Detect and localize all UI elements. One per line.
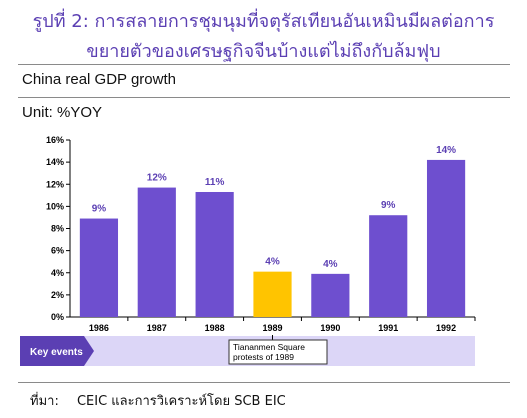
x-tick-label: 1987 bbox=[147, 323, 167, 333]
data-label: 11% bbox=[205, 177, 225, 188]
bar bbox=[426, 159, 466, 317]
x-tick-label: 1986 bbox=[89, 323, 109, 333]
bar bbox=[369, 215, 408, 317]
divider-top bbox=[18, 64, 510, 65]
key-events-label: Key events bbox=[30, 347, 83, 358]
divider-middle bbox=[18, 97, 510, 98]
y-tick-label: 12% bbox=[46, 179, 64, 189]
page-title-line-2: ขยายตัวของเศรษฐกิจจีนบ้างแต่ไม่ถึงกับล้ม… bbox=[86, 41, 441, 62]
source-text: CEIC และการวิเคราะห์โดย SCB EIC bbox=[76, 394, 286, 409]
y-tick-label: 16% bbox=[46, 135, 64, 145]
y-tick-label: 6% bbox=[51, 246, 64, 256]
y-tick-label: 10% bbox=[46, 201, 64, 211]
page-title-line-1: รูปที่ 2: การสลายการชุมนุมที่จตุรัสเทียน… bbox=[32, 11, 495, 32]
data-label: 14% bbox=[436, 145, 456, 156]
x-tick-label: 1989 bbox=[262, 323, 282, 333]
bar-highlight bbox=[253, 271, 292, 317]
data-label: 4% bbox=[265, 257, 280, 268]
y-tick-label: 0% bbox=[51, 312, 64, 322]
x-tick-label: 1988 bbox=[205, 323, 225, 333]
bar bbox=[137, 187, 176, 317]
bar bbox=[79, 218, 119, 317]
divider-bottom bbox=[18, 382, 510, 383]
unit-label: Unit: %YOY bbox=[22, 104, 103, 121]
event-note-box bbox=[228, 339, 328, 365]
data-label: 9% bbox=[381, 200, 396, 211]
y-tick-label: 8% bbox=[51, 224, 64, 234]
key-events-arrow bbox=[20, 336, 94, 366]
x-tick-label: 1991 bbox=[378, 323, 398, 333]
source-label: ที่มา: bbox=[30, 394, 59, 409]
data-label: 12% bbox=[147, 173, 167, 184]
y-tick-label: 14% bbox=[46, 157, 64, 167]
y-tick-label: 2% bbox=[51, 290, 64, 300]
bar bbox=[195, 191, 234, 317]
bar bbox=[311, 273, 350, 317]
x-tick-label: 1990 bbox=[320, 323, 340, 333]
chart-subtitle: China real GDP growth bbox=[22, 71, 176, 88]
data-label: 9% bbox=[92, 204, 107, 215]
source-note: ที่มา: CEIC และการวิเคราะห์โดย SCB EIC bbox=[30, 390, 300, 411]
gdp-growth-chart: 0% 2% 4% 6% 8% 10% 12% 14% 16% 9% 1986 12% 1987 11% 19… bbox=[20, 135, 476, 366]
y-tick-label: 4% bbox=[51, 268, 64, 278]
event-note-text: Tiananmen Square protests of 1989 bbox=[233, 342, 305, 362]
data-label: 4% bbox=[323, 259, 338, 270]
x-tick-label: 1992 bbox=[436, 323, 456, 333]
